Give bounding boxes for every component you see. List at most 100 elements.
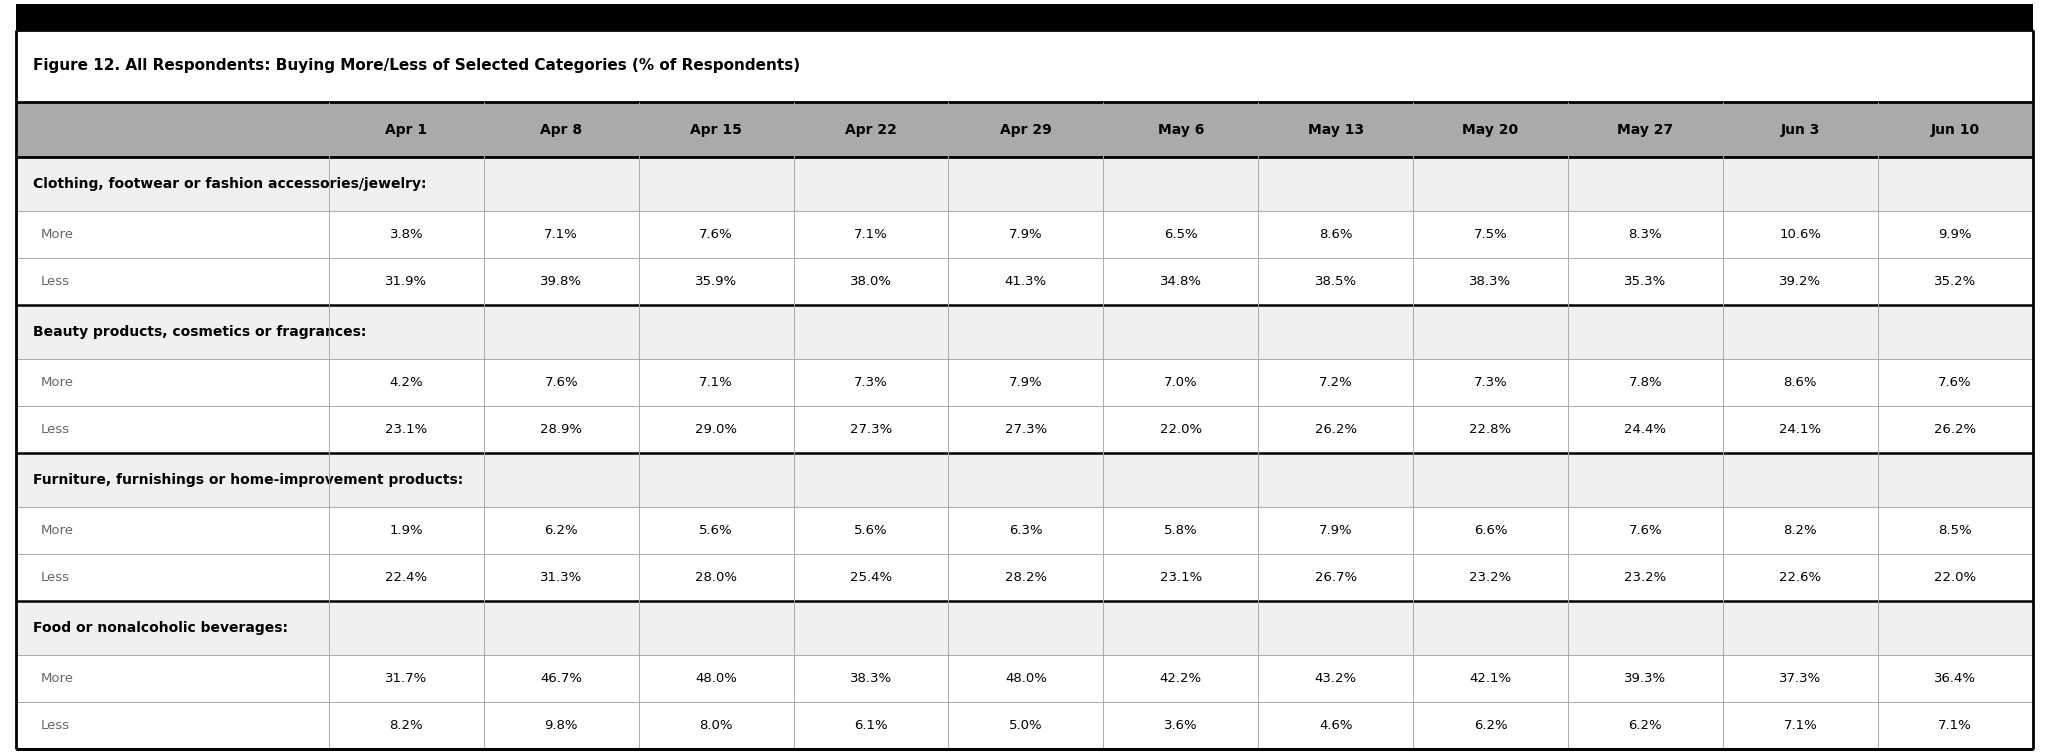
Bar: [16, 507, 2033, 554]
Text: 27.3%: 27.3%: [850, 423, 891, 436]
Text: 5.0%: 5.0%: [1008, 719, 1043, 732]
Bar: [1414, 102, 1567, 157]
Text: More: More: [41, 524, 74, 537]
Text: Less: Less: [41, 275, 70, 288]
Text: May 13: May 13: [1307, 123, 1365, 136]
Text: 31.9%: 31.9%: [385, 275, 428, 288]
Text: 5.6%: 5.6%: [699, 524, 734, 537]
Text: 46.7%: 46.7%: [541, 672, 582, 685]
Text: 7.2%: 7.2%: [1320, 376, 1352, 389]
Text: 7.6%: 7.6%: [699, 227, 734, 241]
Text: Apr 15: Apr 15: [691, 123, 742, 136]
Text: 35.3%: 35.3%: [1625, 275, 1666, 288]
Text: 24.4%: 24.4%: [1625, 423, 1666, 436]
Text: 7.3%: 7.3%: [854, 376, 887, 389]
Text: Jun 3: Jun 3: [1781, 123, 1820, 136]
Text: 23.1%: 23.1%: [385, 423, 428, 436]
Bar: [949, 102, 1102, 157]
Text: 7.3%: 7.3%: [1473, 376, 1508, 389]
Text: More: More: [41, 672, 74, 685]
Text: 7.5%: 7.5%: [1473, 227, 1508, 241]
Text: 7.8%: 7.8%: [1629, 376, 1662, 389]
Text: 29.0%: 29.0%: [695, 423, 738, 436]
Text: Beauty products, cosmetics or fragrances:: Beauty products, cosmetics or fragrances…: [33, 325, 367, 339]
Text: Apr 8: Apr 8: [541, 123, 582, 136]
Text: Food or nonalcoholic beverages:: Food or nonalcoholic beverages:: [33, 621, 287, 635]
Text: 10.6%: 10.6%: [1779, 227, 1822, 241]
Text: 8.6%: 8.6%: [1320, 227, 1352, 241]
Bar: [1102, 102, 1258, 157]
Text: 7.1%: 7.1%: [854, 227, 887, 241]
Text: 3.6%: 3.6%: [1164, 719, 1197, 732]
Bar: [793, 102, 949, 157]
Text: Clothing, footwear or fashion accessories/jewelry:: Clothing, footwear or fashion accessorie…: [33, 177, 426, 191]
Text: 25.4%: 25.4%: [850, 571, 891, 584]
Text: More: More: [41, 376, 74, 389]
Bar: [16, 29, 2033, 102]
Text: 48.0%: 48.0%: [1004, 672, 1047, 685]
Text: 6.2%: 6.2%: [1473, 719, 1508, 732]
Text: 8.3%: 8.3%: [1629, 227, 1662, 241]
Text: 6.2%: 6.2%: [1629, 719, 1662, 732]
Text: 35.2%: 35.2%: [1934, 275, 1977, 288]
Text: Figure 12. All Respondents: Buying More/Less of Selected Categories (% of Respon: Figure 12. All Respondents: Buying More/…: [33, 58, 799, 73]
Text: 6.3%: 6.3%: [1008, 524, 1043, 537]
Bar: [16, 601, 2033, 655]
Text: 26.2%: 26.2%: [1934, 423, 1975, 436]
Text: 39.2%: 39.2%: [1779, 275, 1822, 288]
Text: 38.0%: 38.0%: [850, 275, 891, 288]
Text: Apr 29: Apr 29: [1000, 123, 1051, 136]
Text: 8.0%: 8.0%: [699, 719, 734, 732]
Text: 22.0%: 22.0%: [1160, 423, 1203, 436]
Text: May 6: May 6: [1158, 123, 1205, 136]
Text: 7.1%: 7.1%: [1783, 719, 1817, 732]
Text: Less: Less: [41, 571, 70, 584]
Bar: [16, 157, 2033, 211]
Text: 39.8%: 39.8%: [541, 275, 582, 288]
Text: 5.6%: 5.6%: [854, 524, 887, 537]
Text: 31.7%: 31.7%: [385, 672, 428, 685]
Text: 6.6%: 6.6%: [1473, 524, 1508, 537]
Text: 28.2%: 28.2%: [1004, 571, 1047, 584]
Text: 7.9%: 7.9%: [1320, 524, 1352, 537]
Bar: [16, 305, 2033, 358]
Text: Less: Less: [41, 719, 70, 732]
Text: 6.1%: 6.1%: [854, 719, 887, 732]
Text: 7.6%: 7.6%: [545, 376, 578, 389]
Text: 41.3%: 41.3%: [1004, 275, 1047, 288]
Text: 31.3%: 31.3%: [541, 571, 582, 584]
Text: 5.8%: 5.8%: [1164, 524, 1197, 537]
Text: 34.8%: 34.8%: [1160, 275, 1203, 288]
Text: 7.1%: 7.1%: [1938, 719, 1971, 732]
Text: 36.4%: 36.4%: [1934, 672, 1975, 685]
Text: 23.2%: 23.2%: [1469, 571, 1512, 584]
Text: 8.2%: 8.2%: [389, 719, 424, 732]
Text: 22.8%: 22.8%: [1469, 423, 1512, 436]
Text: More: More: [41, 227, 74, 241]
Text: 38.3%: 38.3%: [850, 672, 891, 685]
Text: 26.2%: 26.2%: [1315, 423, 1356, 436]
Bar: [1877, 102, 2033, 157]
Text: 9.8%: 9.8%: [545, 719, 578, 732]
Text: 6.5%: 6.5%: [1164, 227, 1197, 241]
Text: Apr 1: Apr 1: [385, 123, 428, 136]
Text: 22.0%: 22.0%: [1934, 571, 1975, 584]
Bar: [1567, 102, 1723, 157]
Bar: [16, 655, 2033, 702]
Text: 42.2%: 42.2%: [1160, 672, 1203, 685]
Text: Apr 22: Apr 22: [844, 123, 897, 136]
Text: 7.0%: 7.0%: [1164, 376, 1197, 389]
Text: 22.4%: 22.4%: [385, 571, 428, 584]
Bar: [16, 211, 2033, 258]
Text: 26.7%: 26.7%: [1315, 571, 1356, 584]
Text: 9.9%: 9.9%: [1938, 227, 1971, 241]
Text: 1.9%: 1.9%: [389, 524, 424, 537]
Bar: [16, 102, 330, 157]
Text: 7.6%: 7.6%: [1629, 524, 1662, 537]
Bar: [484, 102, 639, 157]
Bar: [16, 406, 2033, 453]
Text: 48.0%: 48.0%: [695, 672, 738, 685]
Text: 27.3%: 27.3%: [1004, 423, 1047, 436]
Text: 38.5%: 38.5%: [1315, 275, 1356, 288]
Bar: [16, 453, 2033, 507]
